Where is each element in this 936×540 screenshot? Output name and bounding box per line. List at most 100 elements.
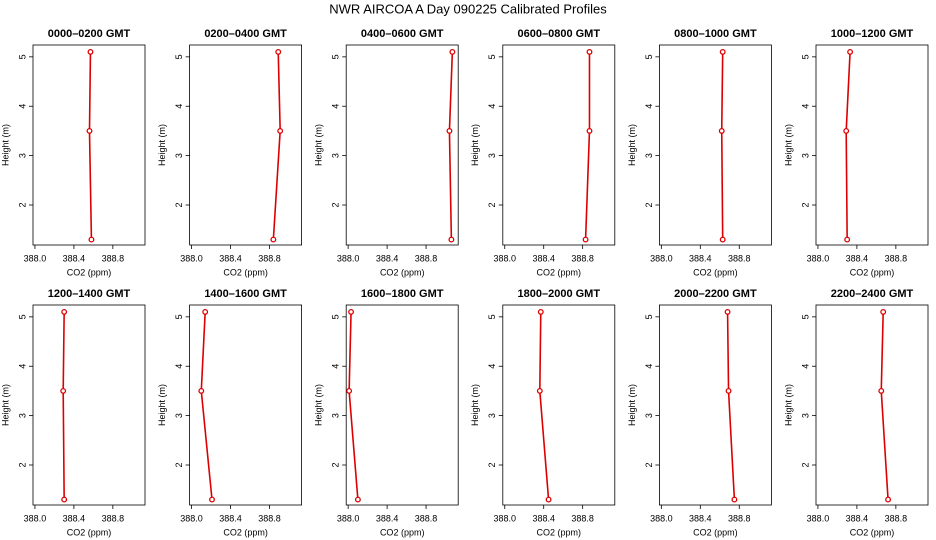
x-tick-label: 388.8 [885,253,908,263]
y-tick-label: 5 [800,314,810,319]
y-tick-label: 4 [800,104,810,109]
x-tick-label: 388.0 [650,253,673,263]
y-tick-label: 3 [331,413,341,418]
y-tick-label: 3 [644,413,654,418]
x-tick-label: 388.4 [63,253,86,263]
plot-frame [815,304,929,506]
y-tick-label: 2 [331,462,341,467]
panel-title: 1600–1800 GMT [361,288,444,300]
plot-frame [345,44,459,246]
profile-point [880,308,887,315]
profile-point [878,387,885,394]
y-axis-label: Height (m) [157,384,167,426]
y-tick-label: 4 [644,104,654,109]
profile-point [719,236,726,243]
y-axis-label: Height (m) [470,384,480,426]
y-tick-label: 4 [331,364,341,369]
x-axis-label: CO2 (ppm) [693,527,738,537]
y-tick-label: 2 [331,202,341,207]
profile-line [62,311,65,500]
x-tick-label: 388.4 [219,513,242,523]
x-tick-label: 388.4 [376,253,399,263]
profile-point [198,387,205,394]
profile-point [843,127,850,134]
y-tick-label: 2 [487,462,497,467]
profile-point [277,127,284,134]
y-tick-label: 2 [487,202,497,207]
y-tick-label: 3 [17,153,27,158]
y-axis-label: Height (m) [314,384,324,426]
y-tick-label: 5 [487,314,497,319]
x-tick-label: 388.0 [24,253,47,263]
y-tick-label: 5 [17,54,27,59]
x-tick-label: 388.0 [807,253,830,263]
y-tick-label: 5 [174,314,184,319]
x-tick-label: 388.8 [885,513,908,523]
panel-title: 0800–1000 GMT [674,28,757,40]
profile-point [61,308,68,315]
y-axis-label: Height (m) [0,124,10,166]
y-tick-label: 4 [800,364,810,369]
x-tick-label: 388.8 [415,253,438,263]
profile-point [348,308,355,315]
y-tick-label: 3 [800,153,810,158]
profile-point [446,127,453,134]
y-tick-label: 2 [174,202,184,207]
y-tick-label: 3 [800,413,810,418]
profile-line [720,51,724,240]
y-tick-label: 2 [17,462,27,467]
profile-point [586,48,593,55]
profile-point [725,387,732,394]
y-tick-label: 5 [487,54,497,59]
y-tick-label: 4 [487,104,497,109]
x-tick-label: 388.8 [415,513,438,523]
y-tick-label: 3 [487,413,497,418]
x-tick-label: 388.8 [728,253,751,263]
plot-frame [659,44,772,246]
y-tick-label: 2 [800,202,810,207]
profile-point [847,48,854,55]
y-tick-label: 5 [331,54,341,59]
profile-point [87,48,94,55]
chart-title: NWR AIRCOA A Day 090225 Calibrated Profi… [329,1,607,16]
y-tick-label: 2 [800,462,810,467]
x-tick-label: 388.8 [102,513,125,523]
y-axis-label: Height (m) [0,384,10,426]
y-tick-label: 3 [331,153,341,158]
panel-title: 0400–0600 GMT [361,28,444,40]
x-axis-label: CO2 (ppm) [67,527,112,537]
x-tick-label: 388.0 [180,513,203,523]
x-tick-label: 388.4 [689,513,712,523]
x-axis-label: CO2 (ppm) [537,527,582,537]
profile-point [536,387,543,394]
plot-frame [502,44,616,246]
x-tick-label: 388.8 [258,513,281,523]
x-tick-label: 388.4 [219,253,242,263]
y-tick-label: 2 [644,462,654,467]
plot-frame [502,304,616,506]
y-axis-label: Height (m) [783,384,793,426]
panel-title: 0200–0400 GMT [204,28,287,40]
profile-point [537,308,544,315]
x-tick-label: 388.8 [728,513,751,523]
x-tick-label: 388.4 [846,513,869,523]
x-axis-label: CO2 (ppm) [380,527,425,537]
y-tick-label: 2 [17,202,27,207]
panel-title: 1800–2000 GMT [518,288,601,300]
profile-point [346,387,353,394]
y-tick-label: 4 [174,364,184,369]
y-tick-label: 3 [17,413,27,418]
x-axis-label: CO2 (ppm) [850,527,895,537]
panel-title: 1200–1400 GMT [48,288,131,300]
x-axis-label: CO2 (ppm) [693,267,738,277]
x-tick-label: 388.4 [63,513,86,523]
x-tick-label: 388.4 [532,253,555,263]
plot-frame [32,44,146,246]
profile-point [719,48,726,55]
profile-point [275,48,282,55]
y-axis-label: Height (m) [627,384,637,426]
plot-frame [189,44,303,246]
x-axis-label: CO2 (ppm) [537,267,582,277]
profile-point [448,236,455,243]
